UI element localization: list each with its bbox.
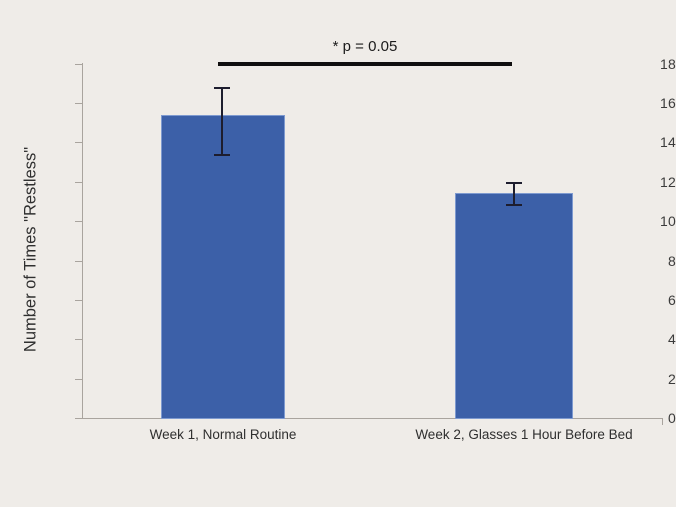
y-axis-tick-12: [75, 182, 82, 183]
y-axis-label-4: 4: [668, 331, 676, 347]
y-axis-tick-6: [75, 300, 82, 301]
error-bar-stem-week-1: [221, 88, 223, 156]
y-axis-tick-18: [75, 64, 82, 65]
y-axis-tick-16: [75, 103, 82, 104]
y-axis-title: Number of Times "Restless": [21, 146, 40, 353]
y-axis-line: [82, 63, 83, 419]
y-axis-label-14: 14: [660, 134, 676, 150]
x-axis-category-label-week-1: Week 1, Normal Routine: [149, 427, 297, 442]
y-axis-label-6: 6: [668, 292, 676, 308]
y-axis-tick-10: [75, 221, 82, 222]
error-bar-cap-bottom-week-1: [214, 154, 230, 156]
bar-week-2: [455, 193, 573, 419]
y-axis-label-8: 8: [668, 253, 676, 269]
y-axis-tick-2: [75, 379, 82, 380]
y-axis-label-18: 18: [660, 56, 676, 72]
significance-annotation-text: * p = 0.05: [332, 38, 398, 55]
x-axis-end-tick: [662, 418, 663, 425]
error-bar-stem-week-2: [513, 183, 515, 205]
y-axis-label-10: 10: [660, 213, 676, 229]
y-axis-label-0: 0: [668, 410, 676, 426]
error-bar-cap-top-week-1: [214, 87, 230, 89]
y-axis-tick-14: [75, 142, 82, 143]
error-bar-cap-top-week-2: [506, 182, 522, 184]
y-axis-tick-4: [75, 339, 82, 340]
y-axis-tick-0: [75, 418, 82, 419]
y-axis-label-16: 16: [660, 95, 676, 111]
x-axis-category-label-week-2: Week 2, Glasses 1 Hour Before Bed: [415, 427, 633, 442]
x-axis-line: [82, 418, 663, 419]
y-axis-label-2: 2: [668, 371, 676, 387]
significance-bracket-line: [218, 62, 512, 66]
y-axis-tick-8: [75, 261, 82, 262]
bar-week-1: [161, 115, 285, 419]
y-axis-label-12: 12: [660, 174, 676, 190]
error-bar-cap-bottom-week-2: [506, 204, 522, 206]
